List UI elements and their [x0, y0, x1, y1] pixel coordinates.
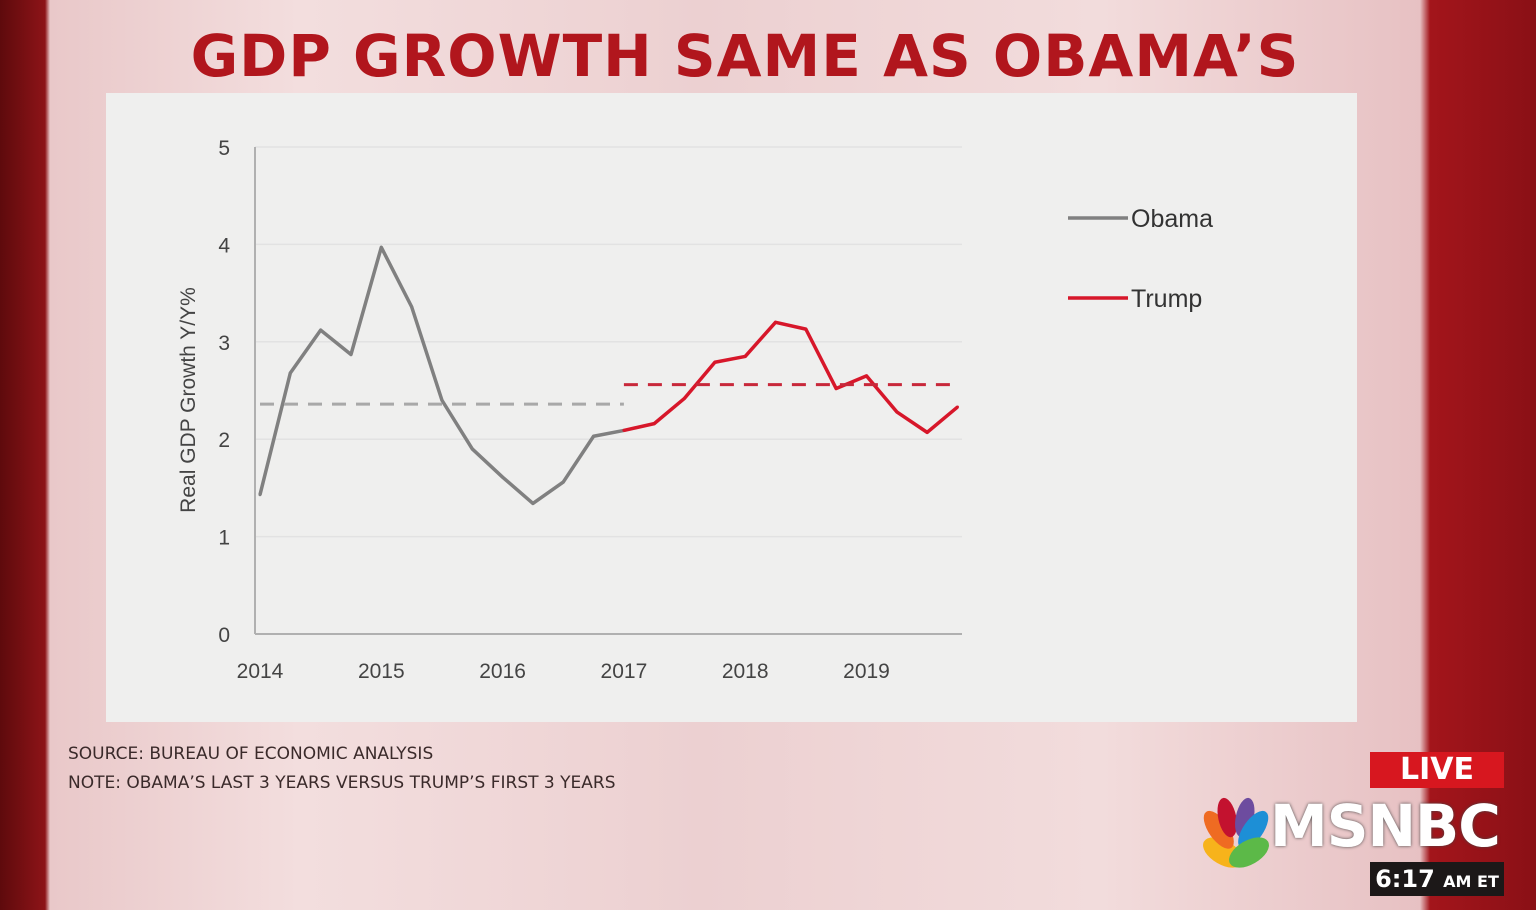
y-tick-label: 5 [218, 137, 230, 160]
trump-data-point [622, 428, 626, 432]
legend-label-trump: Trump [1131, 285, 1202, 313]
trump-data-point [804, 327, 808, 331]
y-tick-label: 4 [218, 234, 230, 257]
y-tick-label: 1 [218, 527, 230, 550]
trump-data-point [713, 360, 717, 364]
trump-data-point [683, 396, 687, 400]
obama-data-point [258, 493, 262, 497]
obama-series-line [258, 245, 625, 506]
clock: 6:17 AM ET [1370, 862, 1504, 896]
obama-data-point [531, 501, 535, 505]
obama-data-point [592, 434, 596, 438]
trump-data-point [834, 387, 838, 391]
headline: GDP GROWTH SAME AS OBAMA’S [190, 22, 1300, 90]
trump-data-point [743, 354, 747, 358]
trump-data-point [955, 405, 959, 409]
trump-data-point [895, 410, 899, 414]
trump-data-point [652, 422, 656, 426]
clock-suffix: AM ET [1443, 872, 1499, 891]
obama-data-point [470, 447, 474, 451]
y-tick-label: 3 [218, 332, 230, 355]
x-tick-label: 2018 [722, 660, 769, 683]
obama-data-point [561, 480, 565, 484]
trump-data-point [865, 374, 868, 378]
y-tick-label: 0 [218, 624, 230, 647]
obama-data-point [501, 475, 505, 479]
legend-label-obama: Obama [1131, 205, 1213, 233]
obama-data-point [440, 398, 444, 402]
obama-data-point [379, 245, 383, 249]
trump-data-point [925, 430, 929, 434]
x-tick-label: 2016 [479, 660, 526, 683]
trump-data-point [774, 320, 778, 324]
y-axis-label: Real GDP Growth Y/Y% [177, 287, 200, 513]
live-badge: LIVE [1370, 752, 1504, 788]
source-note: SOURCE: BUREAU OF ECONOMIC ANALYSIS [68, 744, 434, 764]
obama-data-point [349, 352, 353, 356]
network-logo: MSNBC [1270, 792, 1501, 860]
gridlines [255, 146, 962, 538]
obama-data-point [288, 371, 292, 375]
comparison-note: NOTE: OBAMA’S LAST 3 YEARS VERSUS TRUMP’… [68, 773, 616, 793]
x-tick-label: 2015 [358, 660, 405, 683]
obama-data-point [410, 305, 414, 309]
x-tick-label: 2017 [601, 660, 648, 683]
chart-panel [106, 93, 1357, 722]
x-tick-label: 2019 [843, 660, 890, 683]
legend: Obama Trump [1068, 205, 1213, 313]
clock-time: 6:17 [1375, 865, 1435, 893]
x-tick-label: 2014 [237, 660, 284, 683]
y-tick-label: 2 [218, 429, 230, 452]
trump-series-line [623, 320, 959, 435]
obama-data-point [319, 328, 323, 332]
